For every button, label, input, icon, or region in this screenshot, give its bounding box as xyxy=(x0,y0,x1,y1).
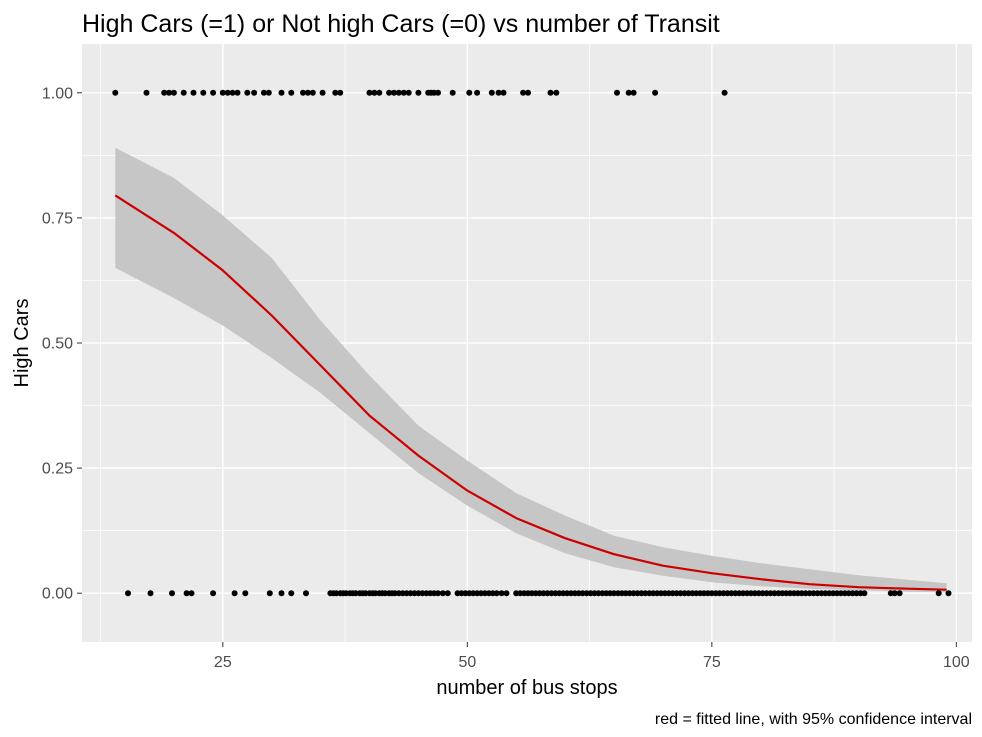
point-high-cars xyxy=(278,89,285,96)
point-high-cars xyxy=(260,89,267,96)
x-tick-label: 75 xyxy=(703,654,721,671)
point-high-cars xyxy=(449,89,456,96)
major-gridlines xyxy=(82,44,972,642)
y-tick-label: 0.25 xyxy=(42,461,73,478)
point-not-high-cars xyxy=(278,590,285,597)
point-high-cars xyxy=(229,89,236,96)
point-high-cars xyxy=(200,89,207,96)
point-high-cars xyxy=(309,89,316,96)
point-high-cars xyxy=(553,89,560,96)
point-high-cars xyxy=(547,89,554,96)
point-high-cars xyxy=(400,89,407,96)
point-not-high-cars xyxy=(498,590,505,597)
point-not-high-cars xyxy=(183,590,190,597)
point-not-high-cars xyxy=(439,590,446,597)
confidence-band-layer xyxy=(115,147,947,593)
point-not-high-cars xyxy=(210,590,217,597)
point-not-high-cars xyxy=(147,590,154,597)
point-high-cars xyxy=(395,89,402,96)
x-axis-ticks: 25 50 75 100 xyxy=(214,642,970,671)
fitted-line xyxy=(114,194,947,591)
point-not-high-cars xyxy=(231,590,238,597)
point-high-cars xyxy=(265,89,272,96)
point-high-cars xyxy=(435,89,441,96)
point-high-cars xyxy=(234,89,241,96)
point-high-cars xyxy=(391,89,397,96)
point-not-high-cars xyxy=(288,590,295,597)
point-high-cars xyxy=(190,89,197,96)
point-high-cars xyxy=(488,89,495,96)
point-high-cars xyxy=(466,89,473,96)
point-high-cars xyxy=(143,89,150,96)
point-high-cars xyxy=(332,89,339,96)
point-high-cars xyxy=(525,89,531,96)
point-high-cars xyxy=(166,89,172,96)
point-high-cars xyxy=(474,89,481,96)
point-high-cars xyxy=(721,89,728,96)
point-high-cars xyxy=(625,89,632,96)
y-tick-label: 0.75 xyxy=(42,210,73,227)
y-axis-ticks: 0.00 0.25 0.50 0.75 1.00 xyxy=(42,85,82,603)
x-tick-label: 25 xyxy=(214,654,232,671)
point-high-cars xyxy=(251,89,258,96)
point-high-cars xyxy=(495,89,502,96)
point-high-cars xyxy=(210,89,217,96)
point-not-high-cars xyxy=(896,590,903,597)
point-not-high-cars xyxy=(503,590,510,597)
point-not-high-cars xyxy=(435,590,441,597)
point-high-cars xyxy=(180,89,187,96)
chart-title: High Cars (=1) or Not high Cars (=0) vs … xyxy=(82,10,720,38)
point-not-high-cars xyxy=(493,590,500,597)
point-high-cars xyxy=(170,89,177,96)
point-high-cars xyxy=(300,89,306,96)
x-axis-title: number of bus stops xyxy=(436,677,617,699)
point-high-cars xyxy=(224,89,231,96)
point-not-high-cars xyxy=(444,590,451,597)
point-high-cars xyxy=(405,89,412,96)
chart-caption: red = fitted line, with 95% confidence i… xyxy=(655,711,972,728)
point-high-cars xyxy=(304,89,311,96)
point-high-cars xyxy=(652,89,659,96)
x-tick-label: 50 xyxy=(458,654,476,671)
point-not-high-cars xyxy=(303,590,309,597)
point-not-high-cars xyxy=(935,590,942,597)
point-high-cars xyxy=(288,89,295,96)
y-axis-title: High Cars xyxy=(11,299,33,388)
point-high-cars xyxy=(376,89,383,96)
point-not-high-cars xyxy=(945,590,952,597)
y-tick-label: 1.00 xyxy=(42,85,73,102)
y-tick-label: 0.00 xyxy=(42,586,73,603)
point-not-high-cars xyxy=(188,590,195,597)
point-high-cars xyxy=(371,89,378,96)
point-not-high-cars xyxy=(242,590,249,597)
point-high-cars xyxy=(520,89,527,96)
point-not-high-cars xyxy=(861,590,868,597)
point-not-high-cars xyxy=(169,590,175,597)
point-not-high-cars xyxy=(266,590,273,597)
y-tick-label: 0.50 xyxy=(42,336,73,353)
point-high-cars xyxy=(112,89,119,96)
point-high-cars xyxy=(366,89,373,96)
fit-line-layer xyxy=(114,194,947,591)
point-high-cars xyxy=(161,89,168,96)
point-high-cars xyxy=(614,89,620,96)
point-high-cars xyxy=(337,89,344,96)
point-high-cars xyxy=(500,89,507,96)
point-not-high-cars xyxy=(891,590,898,597)
x-tick-label: 100 xyxy=(943,654,970,671)
point-not-high-cars xyxy=(125,590,131,597)
point-high-cars xyxy=(244,89,251,96)
point-high-cars xyxy=(415,89,422,96)
confidence-band xyxy=(115,147,947,593)
points-layer xyxy=(112,89,952,597)
point-high-cars xyxy=(219,89,226,96)
point-high-cars xyxy=(630,89,637,96)
point-high-cars xyxy=(319,89,326,96)
point-high-cars xyxy=(386,89,393,96)
